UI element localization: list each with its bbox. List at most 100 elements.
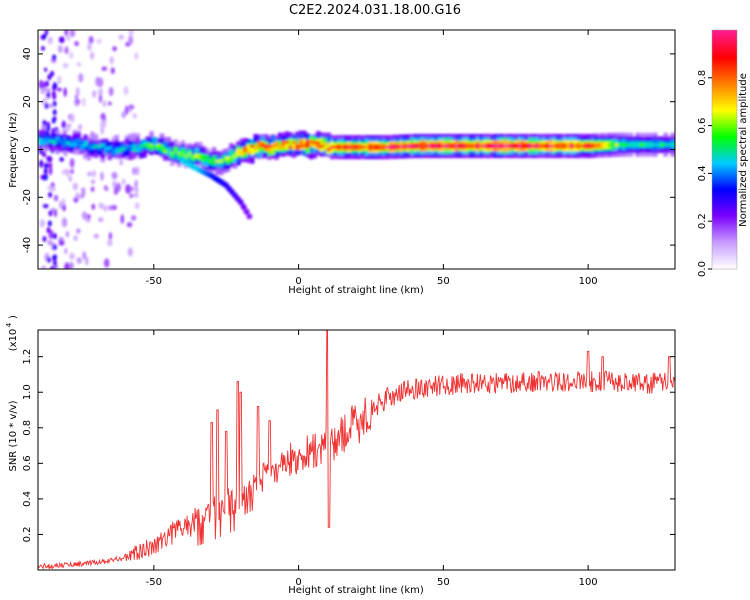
colorbar-band xyxy=(712,53,737,57)
spectrogram-cell xyxy=(197,154,203,161)
colorbar-tick-label: 0.8 xyxy=(697,70,708,86)
spectrogram-marks xyxy=(38,30,675,269)
colorbar-band xyxy=(712,121,737,125)
colorbar-band xyxy=(712,73,737,77)
spectrogram-cell xyxy=(201,155,206,162)
spectrogram-speckle xyxy=(78,124,83,130)
spectrogram-speckle xyxy=(51,128,56,135)
spectrogram-speckle xyxy=(58,240,65,246)
spectrogram-speckle xyxy=(81,211,88,220)
colorbar-band xyxy=(712,145,737,149)
x-tick-label: 100 xyxy=(579,276,598,287)
spectrogram-cell xyxy=(503,144,509,148)
spectrogram-cell xyxy=(298,139,304,146)
spectrogram-cell xyxy=(72,140,78,147)
spectrogram-speckle xyxy=(135,187,139,193)
spectrogram-cell xyxy=(124,145,130,149)
spectrogram-cell xyxy=(284,143,290,150)
spectrogram-cell xyxy=(382,145,387,149)
spectrogram-cell xyxy=(479,144,484,148)
colorbar-band xyxy=(712,31,737,35)
spectrogram-cell xyxy=(406,144,411,148)
spectrogram-speckle xyxy=(76,257,82,264)
spectrogram-speckle xyxy=(125,184,132,194)
spectrogram-speckle xyxy=(39,159,43,168)
colorbar-band xyxy=(712,227,737,230)
spectrogram-cell xyxy=(291,143,297,150)
spectrogram-speckle xyxy=(134,179,138,189)
spectrogram-cell xyxy=(142,140,147,147)
spectrogram-speckle xyxy=(48,191,53,198)
spectrogram-cell xyxy=(281,140,286,147)
spectrogram-cell xyxy=(100,143,106,147)
colorbar-band xyxy=(712,41,737,45)
spectrogram-speckle xyxy=(52,100,57,107)
spectrogram-speckle xyxy=(69,158,75,168)
colorbar-band xyxy=(712,223,737,226)
spectrogram-speckle xyxy=(110,67,115,75)
spectrogram-cell xyxy=(298,145,304,149)
colorbar-band xyxy=(712,69,737,73)
colorbar-band xyxy=(712,215,737,218)
spectrogram-speckle xyxy=(43,168,48,175)
spectrogram-speckle xyxy=(49,186,56,192)
colorbar-band xyxy=(712,253,737,256)
spectrogram-speckle xyxy=(61,198,66,206)
spectrogram-cell xyxy=(215,160,220,167)
spectrogram-speckle xyxy=(87,213,91,220)
spectrogram-cell xyxy=(639,143,644,147)
spectrogram-speckle xyxy=(59,201,63,210)
spectrogram-cell xyxy=(274,142,279,149)
spectrogram-cell xyxy=(659,143,665,147)
colorbar-band xyxy=(712,163,737,167)
spectrogram-cell xyxy=(316,145,321,149)
spectrogram-cell xyxy=(427,144,432,148)
snr-frame xyxy=(37,329,676,571)
colorbar-band xyxy=(712,101,737,105)
spectrogram-cell xyxy=(128,146,133,149)
spectrogram-speckle xyxy=(57,75,62,85)
spectrogram-cell xyxy=(121,147,126,150)
x-tick-label: 0 xyxy=(295,276,301,287)
spectrogram-cell xyxy=(135,145,140,149)
colorbar-band xyxy=(712,113,737,117)
spectrogram-cell xyxy=(218,159,224,163)
x-tick-label: 0 xyxy=(295,577,301,588)
spectrogram-speckle xyxy=(128,35,134,46)
spectrogram-cell xyxy=(142,144,147,147)
spectrogram-cell xyxy=(541,144,547,148)
spectrogram-cell xyxy=(277,145,283,149)
spectrogram-cell xyxy=(249,144,255,148)
spectrogram-speckle xyxy=(128,193,134,199)
colorbar-band xyxy=(712,259,737,262)
colorbar-tick-label: 0.4 xyxy=(697,165,708,181)
spectrogram-speckle xyxy=(113,186,118,196)
colorbar-band xyxy=(712,257,737,260)
spectrogram-speckle xyxy=(57,87,62,92)
spectrogram-cell xyxy=(555,144,561,148)
colorbar-band xyxy=(712,111,737,115)
spectrogram-cell xyxy=(107,147,113,154)
colorbar-band xyxy=(712,93,737,97)
spectrogram-cell xyxy=(573,144,578,148)
colorbar-band xyxy=(712,193,737,196)
spectrogram-cell xyxy=(486,144,491,148)
colorbar-band xyxy=(712,263,737,266)
spectrogram-cell xyxy=(253,146,258,150)
spectrogram-cell xyxy=(454,144,460,148)
spectrogram-cell xyxy=(600,144,606,147)
spectrogram-speckle xyxy=(126,221,133,228)
colorbar-band xyxy=(712,135,737,139)
spectrogram-cell xyxy=(246,145,252,152)
spectrogram-cell xyxy=(197,153,203,157)
spectrogram-x-axis: -50 0 50 100 xyxy=(146,30,598,287)
spectrogram-speckle xyxy=(98,202,104,209)
spectrogram-cell xyxy=(243,147,248,151)
spectrogram-speckle xyxy=(85,218,91,223)
spectrogram-cell xyxy=(55,137,60,141)
colorbar-band xyxy=(712,175,737,178)
x-tick-label: -50 xyxy=(146,276,162,287)
colorbar-band xyxy=(712,195,737,198)
spectrogram-speckle xyxy=(111,171,118,180)
